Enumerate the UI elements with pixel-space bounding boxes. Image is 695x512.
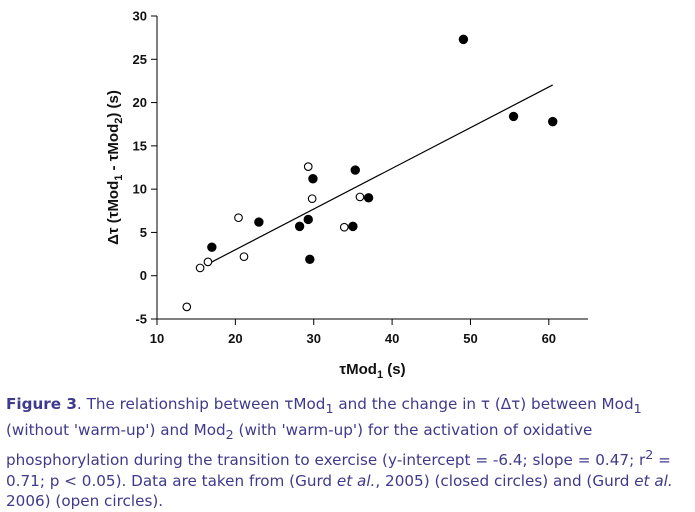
closed-circle-point <box>303 214 313 225</box>
caption-text: . The relationship between τMod <box>76 395 326 413</box>
x-tick-label: 60 <box>542 331 556 346</box>
caption-text: (with 'warm-up') for the activation of o… <box>6 420 646 470</box>
axes <box>156 16 588 320</box>
ticks: 10 20 30 40 50 60 -5 0 5 10 15 20 25 30 <box>133 9 557 347</box>
y-axis-title: Δτ (τMod1 - τMod2) (s) <box>105 90 125 245</box>
open-circle-point <box>239 252 249 262</box>
figure-caption: Figure 3. The relationship between τMod1… <box>6 394 690 512</box>
open-circle-point <box>195 263 205 273</box>
y-tick-label: 30 <box>133 9 147 24</box>
data-points <box>182 34 558 312</box>
closed-circle-point <box>508 111 519 122</box>
chart-svg: 10 20 30 40 50 60 -5 0 5 10 15 20 25 30 τMod1 (s) Δτ … <box>105 9 588 381</box>
x-tick-label: 20 <box>228 331 242 346</box>
closed-circle-point <box>305 254 315 264</box>
caption-subscript: 2 <box>225 426 234 442</box>
closed-circle-point <box>350 165 360 175</box>
x-tick-label: 50 <box>463 331 477 346</box>
y-tick-label: -5 <box>135 312 147 327</box>
caption-text: 2006) (open circles). <box>6 492 164 511</box>
x-tick-label: 10 <box>150 331 164 346</box>
y-tick-label: 15 <box>133 138 147 153</box>
closed-circle-point <box>254 217 264 227</box>
open-circle-point <box>307 194 317 204</box>
x-axis-title: τMod1 (s) <box>339 361 405 381</box>
caption-text: = 0.71; p < 0.05). Data are taken from (… <box>6 451 671 490</box>
caption-text: and the change in τ (Δτ) between Mod <box>333 395 634 413</box>
x-tick-label: 40 <box>385 331 399 346</box>
closed-circle-point <box>207 242 217 252</box>
closed-circle-point <box>308 174 318 184</box>
y-tick-label: 20 <box>133 95 147 110</box>
caption-superscript: 2 <box>645 447 654 463</box>
caption-italic: et al. <box>336 471 376 490</box>
y-tick-label: 10 <box>133 182 147 197</box>
open-circle-point <box>355 192 365 202</box>
y-tick-label: 5 <box>140 225 147 240</box>
caption-subscript: 1 <box>325 401 334 417</box>
y-tick-label: 25 <box>133 52 147 67</box>
closed-circle-point <box>458 34 469 45</box>
caption-text: (without 'warm-up') and Mod <box>6 420 226 439</box>
caption-subscript: 1 <box>633 401 642 417</box>
closed-circle-point <box>363 193 374 203</box>
x-tick-label: 30 <box>306 331 320 346</box>
open-circle-point <box>182 302 192 312</box>
caption-text: , 2005) (closed circles) and (Gurd <box>375 471 635 490</box>
y-tick-label: 0 <box>140 268 147 283</box>
figure-label: Figure 3 <box>6 395 77 413</box>
caption-italic: et al. <box>634 471 673 490</box>
open-circle-point <box>203 257 213 267</box>
open-circle-point <box>339 222 349 232</box>
closed-circle-point <box>548 116 558 127</box>
open-circle-point <box>303 162 313 171</box>
scatter-chart: 10 20 30 40 50 60 -5 0 5 10 15 20 25 30 τMod1 (s) Δτ … <box>105 9 588 381</box>
closed-circle-point <box>294 221 305 232</box>
closed-circle-point <box>348 221 358 232</box>
open-circle-point <box>234 213 243 223</box>
regression-line <box>211 84 554 263</box>
